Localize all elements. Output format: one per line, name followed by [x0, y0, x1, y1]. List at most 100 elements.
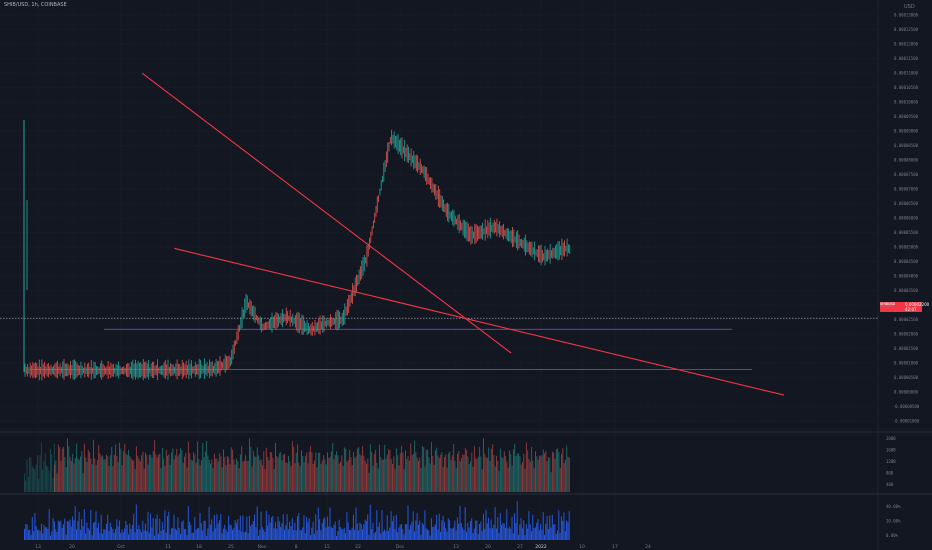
volume-bar [368, 472, 370, 492]
indicator-bar [425, 528, 427, 540]
indicator-bar [170, 528, 172, 540]
volume-bar [304, 456, 306, 492]
volume-bar [488, 447, 490, 492]
indicator-bar [282, 514, 284, 540]
volume-bar [182, 462, 184, 492]
volume-bar [38, 478, 40, 492]
indicator-bar [304, 532, 306, 540]
indicator-bar [516, 501, 518, 540]
volume-bar [423, 447, 425, 492]
volume-bar [155, 454, 157, 492]
volume-bar [77, 458, 79, 492]
indicator-bar [407, 505, 409, 540]
indicator-bar [554, 523, 556, 540]
indicator-bar [412, 511, 414, 540]
volume-bar [492, 444, 494, 492]
volume-bar [200, 460, 202, 492]
volume-bar [475, 458, 477, 492]
volume-bar [286, 463, 288, 492]
y-tick-label: 0.00002000 [894, 332, 919, 337]
volume-bar [540, 456, 542, 492]
volume-bar [69, 457, 71, 492]
volume-bar [219, 452, 221, 492]
indicator-bar [239, 515, 241, 540]
indicator-bar [376, 510, 378, 540]
indicator-bar [525, 524, 527, 540]
volume-bar [525, 442, 527, 492]
volume-bar [104, 459, 106, 492]
volume-bar [301, 450, 302, 492]
volume-bar [199, 465, 201, 492]
volume-bar [161, 448, 163, 492]
indicator-bar [247, 533, 249, 540]
volume-bar [367, 458, 369, 492]
indicator-bar [134, 532, 136, 540]
volume-bar [273, 469, 275, 492]
indicator-bar [446, 531, 448, 540]
indicator-bar [497, 517, 499, 540]
volume-bar [490, 448, 492, 492]
volume-bar [267, 456, 269, 492]
indicator-bar [31, 517, 33, 540]
chart-title: SHIB/USD, 1h, COINBASE [4, 2, 67, 8]
volume-bar [481, 469, 483, 492]
volume-bar [317, 452, 319, 492]
volume-bar [515, 455, 517, 492]
indicator-bar [450, 528, 452, 540]
indicator-bar [345, 533, 347, 540]
indicator-bar [196, 528, 198, 540]
indicator-bar [488, 517, 490, 540]
indicator-bar [354, 529, 356, 540]
volume-bar [115, 444, 117, 492]
volume-bar [324, 459, 326, 492]
indicator-bar [315, 514, 317, 540]
indicator-bar [398, 527, 400, 540]
volume-bar [241, 446, 243, 492]
indicator-bar [56, 531, 58, 540]
indicator-bar [550, 527, 552, 540]
volume-bar [524, 468, 526, 492]
indicator-bar [213, 515, 215, 540]
indicator-bar [490, 519, 492, 540]
indicator-bar [40, 523, 42, 540]
y-tick-label: -0.00000500 [893, 404, 920, 409]
indicator-bar [529, 524, 531, 540]
volume-bar [102, 455, 104, 492]
volume-bar [493, 454, 495, 492]
volume-bar [297, 444, 299, 492]
volume-bar [510, 454, 512, 492]
volume-bar [220, 456, 222, 492]
volume-bar [410, 443, 412, 492]
indicator-bar [460, 523, 462, 540]
indicator-bar [77, 520, 79, 540]
indicator-bar [232, 530, 233, 540]
volume-bar [541, 455, 543, 492]
volume-bar [96, 460, 98, 492]
indicator-bar [519, 524, 521, 540]
volume-bar [256, 447, 258, 492]
volume-bar [377, 468, 379, 492]
indicator-bar [293, 530, 295, 540]
indicator-bar [74, 506, 76, 540]
indicator-bar [98, 522, 100, 540]
indicator-bar [411, 521, 413, 540]
indicator-bar [549, 515, 551, 540]
volume-bar [139, 461, 141, 492]
indicator-bar [120, 532, 122, 540]
indicator-bar [520, 517, 522, 540]
volume-bar [190, 459, 192, 492]
indicator-bar [61, 527, 63, 540]
volume-bar [502, 457, 504, 492]
volume-bar [438, 458, 440, 492]
volume-bar [307, 463, 309, 492]
x-tick-label: 22 [355, 544, 361, 550]
volume-bar [238, 468, 240, 492]
indicator-bar [24, 528, 25, 540]
indicator-bar [434, 524, 436, 540]
indicator-bar [316, 530, 318, 540]
indicator-bar [113, 532, 115, 540]
indicator-bar [372, 522, 374, 540]
indicator-bar [325, 527, 327, 540]
